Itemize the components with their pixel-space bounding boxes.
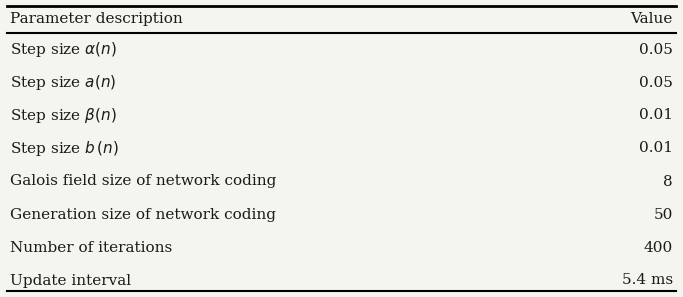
Text: 50: 50 [654, 208, 673, 222]
Text: Step size $\beta(n)$: Step size $\beta(n)$ [10, 106, 117, 125]
Text: Number of iterations: Number of iterations [10, 241, 173, 255]
Text: 0.01: 0.01 [639, 108, 673, 122]
Text: Parameter description: Parameter description [10, 12, 183, 26]
Text: Value: Value [630, 12, 673, 26]
Text: Galois field size of network coding: Galois field size of network coding [10, 175, 277, 189]
Text: 0.01: 0.01 [639, 141, 673, 156]
Text: 0.05: 0.05 [639, 42, 673, 56]
Text: 400: 400 [643, 241, 673, 255]
Text: 0.05: 0.05 [639, 75, 673, 89]
Text: Generation size of network coding: Generation size of network coding [10, 208, 276, 222]
Text: 8: 8 [663, 175, 673, 189]
Text: Step size $a(n)$: Step size $a(n)$ [10, 73, 117, 92]
Text: Step size $b\,(n)$: Step size $b\,(n)$ [10, 139, 120, 158]
Text: Step size $\alpha(n)$: Step size $\alpha(n)$ [10, 40, 117, 59]
Text: Update interval: Update interval [10, 274, 131, 287]
Text: 5.4 ms: 5.4 ms [622, 274, 673, 287]
